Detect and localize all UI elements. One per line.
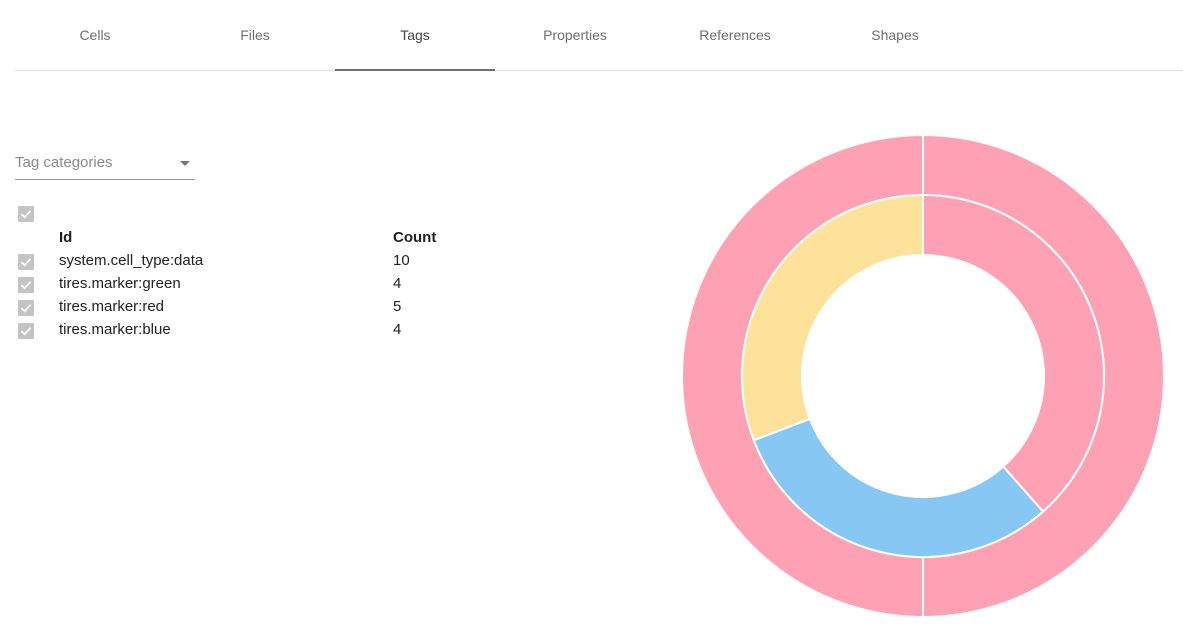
tab-label: Properties: [543, 27, 607, 43]
row-checkbox[interactable]: [18, 300, 34, 316]
row-id: tires.marker:green: [59, 275, 181, 292]
tab-files[interactable]: Files: [175, 0, 335, 70]
row-count: 4: [393, 275, 402, 292]
checkmark-icon: [20, 281, 32, 290]
chart-slice-tires-marker-red[interactable]: [922, 193, 1105, 513]
chart-slice-tires-marker-blue[interactable]: [752, 417, 1045, 558]
tag-categories-select[interactable]: Tag categories: [15, 148, 195, 180]
row-checkbox[interactable]: [18, 277, 34, 293]
chart-slice-tires-marker-green[interactable]: [741, 193, 924, 442]
row-checkbox[interactable]: [18, 254, 34, 270]
row-count: 5: [393, 298, 402, 315]
tab-tags[interactable]: Tags: [335, 0, 495, 71]
checkmark-icon: [20, 327, 32, 336]
tab-bar: Cells Files Tags Properties References S…: [15, 0, 1183, 71]
checkmark-icon: [20, 304, 32, 313]
row-count: 4: [393, 321, 402, 338]
column-header-count: Count: [393, 229, 437, 246]
arrow-drop-down-icon: [180, 161, 190, 166]
tab-label: Files: [240, 27, 270, 43]
select-placeholder: Tag categories: [15, 154, 113, 171]
row-id: tires.marker:red: [59, 298, 165, 315]
tab-label: Cells: [79, 27, 111, 43]
tab-label: Shapes: [871, 27, 919, 43]
row-checkbox[interactable]: [18, 323, 34, 339]
column-header-id: Id: [59, 229, 73, 246]
row-id: system.cell_type:data: [59, 252, 204, 269]
tab-properties[interactable]: Properties: [495, 0, 655, 70]
tab-label: References: [699, 27, 771, 43]
row-id: tires.marker:blue: [59, 321, 171, 338]
tab-label: Tags: [400, 27, 430, 43]
tags-doughnut-chart: [681, 133, 1165, 619]
tab-shapes[interactable]: Shapes: [815, 0, 975, 70]
checkmark-icon: [20, 210, 32, 219]
row-count: 10: [393, 252, 410, 269]
tab-references[interactable]: References: [655, 0, 815, 70]
tab-cells[interactable]: Cells: [15, 0, 175, 70]
select-all-checkbox[interactable]: [18, 206, 34, 222]
checkmark-icon: [20, 258, 32, 267]
